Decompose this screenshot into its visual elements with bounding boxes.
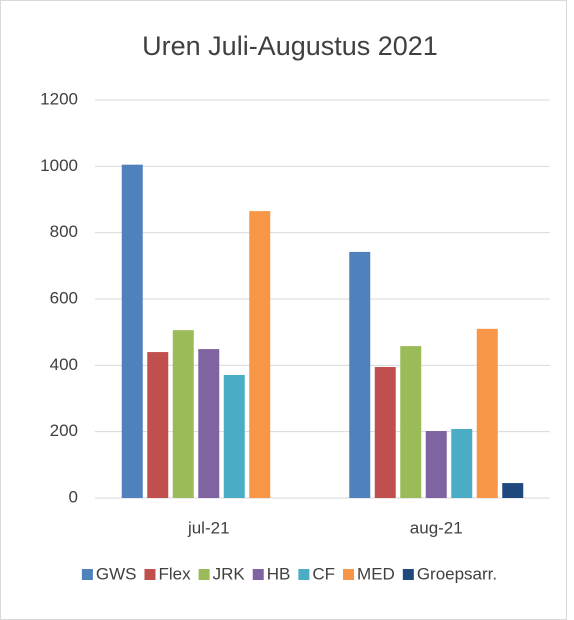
bar bbox=[147, 352, 169, 498]
y-tick-label: 1200 bbox=[40, 89, 78, 108]
legend-swatch bbox=[144, 569, 156, 580]
bar bbox=[374, 366, 396, 498]
y-tick-label: 600 bbox=[50, 288, 78, 307]
legend-label: Groepsarr. bbox=[417, 564, 497, 583]
bar bbox=[349, 251, 371, 498]
y-tick-label: 0 bbox=[69, 487, 78, 506]
legend-label: HB bbox=[267, 564, 291, 583]
y-tick-label: 1000 bbox=[40, 156, 78, 175]
y-tick-label: 800 bbox=[50, 222, 78, 241]
y-tick-label: 200 bbox=[50, 421, 78, 440]
legend-swatch bbox=[402, 569, 414, 580]
bar bbox=[502, 483, 524, 498]
legend-label: GWS bbox=[96, 564, 137, 583]
legend-label: MED bbox=[357, 564, 395, 583]
bar bbox=[400, 346, 422, 498]
bar bbox=[172, 330, 194, 498]
bar bbox=[121, 164, 143, 499]
chart-title: Uren Juli-Augustus 2021 bbox=[142, 31, 438, 61]
bar bbox=[223, 374, 245, 498]
bar bbox=[425, 431, 447, 498]
legend-swatch bbox=[252, 569, 264, 580]
legend-swatch bbox=[81, 569, 93, 580]
x-tick-label: jul-21 bbox=[187, 518, 230, 537]
legend-label: JRK bbox=[213, 564, 246, 583]
legend-swatch bbox=[343, 569, 355, 580]
legend-label: Flex bbox=[158, 564, 191, 583]
bar bbox=[451, 429, 473, 498]
bar bbox=[476, 328, 498, 498]
legend-swatch bbox=[198, 569, 210, 580]
legend-swatch bbox=[298, 569, 310, 580]
x-tick-label: aug-21 bbox=[410, 518, 463, 537]
legend-label: CF bbox=[312, 564, 335, 583]
bar bbox=[198, 349, 220, 498]
y-tick-label: 400 bbox=[50, 355, 78, 374]
bar bbox=[249, 211, 271, 498]
